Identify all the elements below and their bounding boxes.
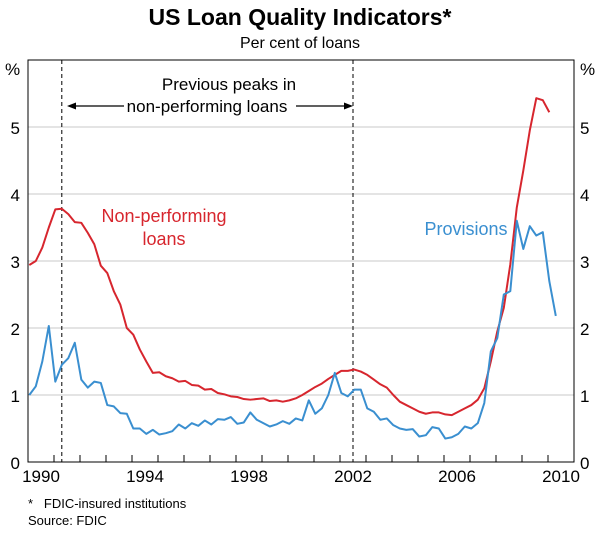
y-tick-label-right: 3 [580, 253, 589, 272]
series-line-provisions [28, 219, 557, 440]
series-label-provisions: Provisions [424, 219, 507, 239]
y-tick-label-right: 0 [580, 454, 589, 473]
series-label-npl-2: loans [142, 229, 185, 249]
y-tick-label-right: 2 [580, 320, 589, 339]
y-tick-label-left: 5 [11, 119, 20, 138]
footnote-2: Source: FDIC [28, 513, 107, 528]
footnote-1: * FDIC-insured institutions [28, 496, 187, 511]
annotation-line2: non-performing loans [127, 97, 288, 116]
x-tick-label: 1998 [230, 467, 268, 486]
y-tick-label-left: 3 [11, 253, 20, 272]
series-label-npl-1: Non-performing [101, 206, 226, 226]
annotation-line1: Previous peaks in [162, 75, 296, 94]
plot-frame [27, 59, 575, 463]
y-tick-label-right: 4 [580, 186, 589, 205]
chart-subtitle: Per cent of loans [240, 35, 360, 52]
y-tick-label-left: 0 [11, 454, 20, 473]
x-tick-label: 1990 [22, 467, 60, 486]
annotation-arrow-left [67, 102, 124, 110]
chart-title: US Loan Quality Indicators* [149, 4, 452, 30]
x-tick-label: 2006 [438, 467, 476, 486]
series-line-non-performing-loans [28, 97, 551, 417]
y-tick-label-left: 4 [11, 186, 20, 205]
y-tick-label-left: 2 [11, 320, 20, 339]
y-unit-left: % [5, 60, 20, 79]
y-tick-label-right: 1 [580, 387, 589, 406]
x-tick-label: 2002 [334, 467, 372, 486]
y-unit-right: % [580, 60, 595, 79]
y-tick-label-right: 5 [580, 119, 589, 138]
y-tick-label-left: 1 [11, 387, 20, 406]
annotation-bg [122, 68, 338, 120]
x-tick-label: 1994 [126, 467, 164, 486]
x-tick-label: 2010 [542, 467, 580, 486]
annotation-arrow-right [296, 102, 353, 110]
